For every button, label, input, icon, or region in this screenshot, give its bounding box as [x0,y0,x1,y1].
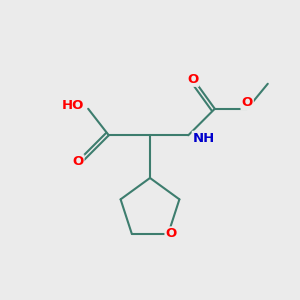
Text: O: O [187,73,198,86]
Text: O: O [242,96,253,110]
Text: O: O [72,155,83,168]
Text: O: O [166,227,177,240]
Text: HO: HO [61,99,84,112]
Text: NH: NH [193,132,215,145]
